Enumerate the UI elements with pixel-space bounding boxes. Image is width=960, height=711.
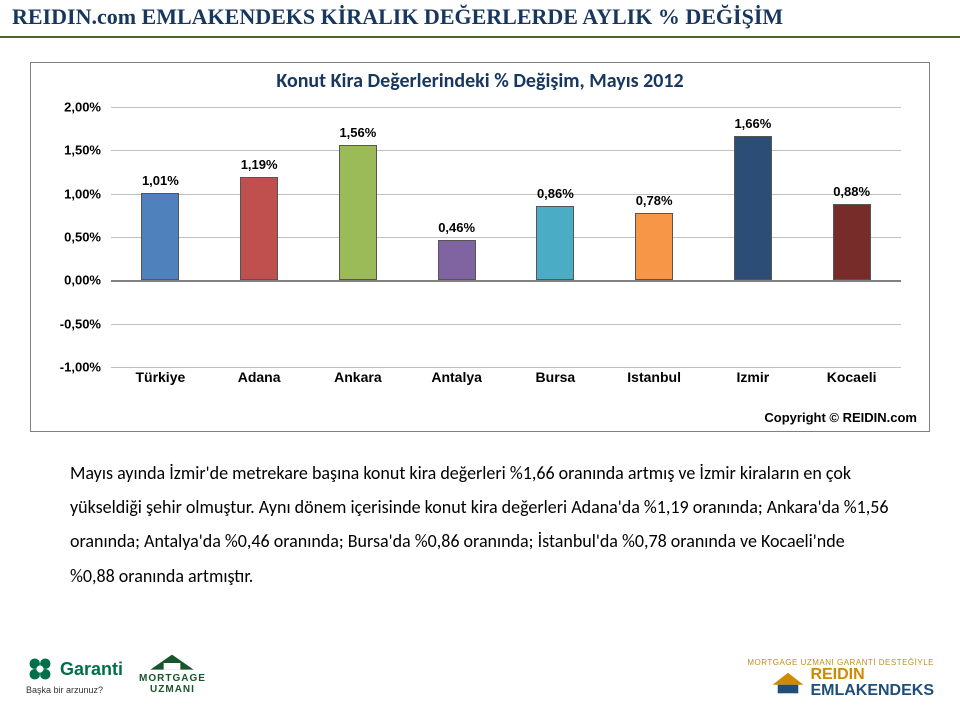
- y-tick-label: -0,50%: [60, 316, 101, 331]
- bar: [438, 240, 476, 280]
- bar: [635, 213, 673, 281]
- garanti-name: Garanti: [60, 659, 123, 680]
- bar-label: 0,88%: [833, 184, 870, 199]
- bar-label: 1,19%: [241, 157, 278, 172]
- y-axis: 2,00%1,50%1,00%0,50%0,00%-0,50%-1,00%: [31, 107, 111, 367]
- chart-title: Konut Kira Değerlerindeki % Değişim, May…: [31, 69, 929, 93]
- gridline: [111, 150, 901, 151]
- header: REIDIN.com EMLAKENDEKS KİRALIK DEĞERLERD…: [0, 0, 960, 46]
- y-tick-label: 0,50%: [64, 230, 101, 245]
- reidin-stack: REIDIN EMLAKENDEKS: [810, 667, 934, 699]
- mortgage-top: MORTGAGE: [139, 673, 206, 684]
- gridline: [111, 324, 901, 325]
- page-title: REIDIN.com EMLAKENDEKS KİRALIK DEĞERLERD…: [12, 4, 783, 30]
- footer: Garanti Başka bir arzunuz? MORTGAGE UZMA…: [0, 631, 960, 711]
- clover-icon: [26, 655, 54, 683]
- gridline: [111, 367, 901, 368]
- bar: [734, 136, 772, 280]
- mortgage-bottom: UZMANI: [150, 684, 195, 695]
- bar-label: 1,66%: [734, 116, 771, 131]
- reidin-word2: EMLAKENDEKS: [810, 683, 934, 699]
- mortgage-logo: MORTGAGE UZMANI: [139, 653, 206, 695]
- x-tick-label: Antalya: [431, 369, 482, 385]
- reidin-row: REIDIN EMLAKENDEKS: [770, 667, 934, 699]
- bar: [240, 177, 278, 280]
- bar-label: 0,86%: [537, 186, 574, 201]
- reidin-word1: REIDIN: [810, 667, 934, 683]
- reidin-logo: MORTGAGE UZMANI GARANTİ DESTEĞİYLE REIDI…: [747, 658, 934, 699]
- y-tick-label: 1,50%: [64, 143, 101, 158]
- header-accent: [0, 0, 12, 46]
- body-text: Mayıs ayında İzmir'de metrekare başına k…: [70, 456, 890, 593]
- bar: [536, 206, 574, 281]
- y-tick-label: 2,00%: [64, 100, 101, 115]
- chart-copyright: Copyright © REIDIN.com: [764, 410, 917, 425]
- chart-frame: Konut Kira Değerlerindeki % Değişim, May…: [30, 62, 930, 432]
- gridline: [111, 237, 901, 238]
- plot-area: 1,01% 1,19% 1,56% 0,46% 0,86% 0,78% 1,66% 0,88%: [111, 107, 901, 367]
- gridline: [111, 107, 901, 108]
- garanti-row: Garanti: [26, 655, 123, 683]
- bar-label: 1,56%: [339, 125, 376, 140]
- garanti-logo: Garanti Başka bir arzunuz?: [26, 655, 123, 695]
- page: REIDIN.com EMLAKENDEKS KİRALIK DEĞERLERD…: [0, 0, 960, 711]
- gridline: [111, 280, 901, 282]
- roof-orange-icon: [770, 671, 806, 695]
- y-tick-label: 1,00%: [64, 186, 101, 201]
- y-tick-label: 0,00%: [64, 273, 101, 288]
- x-tick-label: Bursa: [536, 369, 576, 385]
- x-tick-label: Ankara: [334, 369, 381, 385]
- x-axis-labels: Türkiye Adana Ankara Antalya Bursa Istanbul Iz…: [111, 369, 901, 391]
- header-underline: [0, 36, 960, 38]
- gridline: [111, 194, 901, 195]
- x-tick-label: Istanbul: [627, 369, 681, 385]
- y-tick-label: -1,00%: [60, 360, 101, 375]
- garanti-tagline: Başka bir arzunuz?: [26, 685, 123, 695]
- bar: [339, 145, 377, 280]
- x-tick-label: Kocaeli: [827, 369, 877, 385]
- bar: [833, 204, 871, 280]
- roof-green-icon: [145, 653, 199, 673]
- x-tick-label: Adana: [238, 369, 281, 385]
- bar: [141, 193, 179, 281]
- footer-left-logos: Garanti Başka bir arzunuz? MORTGAGE UZMA…: [26, 653, 206, 695]
- x-tick-label: Izmir: [737, 369, 770, 385]
- bar-label: 0,46%: [438, 220, 475, 235]
- x-tick-label: Türkiye: [135, 369, 185, 385]
- bar-label: 1,01%: [142, 173, 179, 188]
- bar-label: 0,78%: [636, 193, 673, 208]
